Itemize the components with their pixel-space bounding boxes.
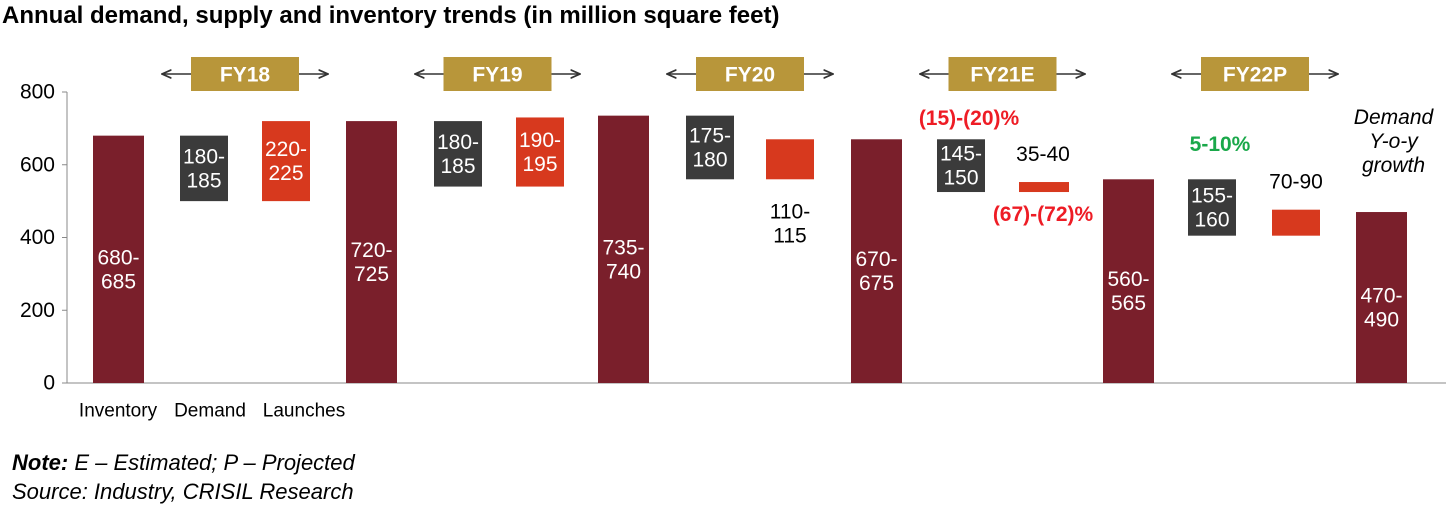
inventory-value-label: 680-685 <box>97 246 139 293</box>
period-header-box <box>948 57 1057 91</box>
inventory-value-label: 470-490 <box>1360 284 1402 331</box>
inventory-value-label: 735-740 <box>602 236 644 283</box>
period-headers: FY18 FY19 FY20 FY21E FY22P <box>162 57 1338 91</box>
demand-bar <box>434 121 482 187</box>
period-label: FY20 <box>725 64 775 87</box>
launches-value-label: 110-115 <box>770 200 810 247</box>
demand-growth-label: (15)-(20)% <box>919 107 1020 130</box>
y-axis: 0 200 400 600 800 <box>20 81 1446 395</box>
y-tick-label: 0 <box>43 372 55 395</box>
category-label: Demand <box>174 401 246 422</box>
demand-bar <box>937 139 985 193</box>
demand-bar <box>180 135 228 202</box>
y-tick-label: 800 <box>20 81 55 104</box>
demand-value-label: 155-160 <box>1191 184 1233 231</box>
inventory-bar <box>851 139 902 383</box>
demand-value-label: 180-185 <box>183 145 225 192</box>
inventory-bar <box>93 135 144 383</box>
demand-value-label: 175-180 <box>689 124 731 171</box>
launches-bar <box>1272 209 1320 236</box>
period-label: FY22P <box>1223 64 1287 87</box>
period-header-box <box>443 57 552 91</box>
demand-growth-label: 5-10% <box>1190 133 1251 156</box>
period-header-box <box>696 57 804 91</box>
chart-canvas: 0 200 400 600 800 FY18 FY19 FY20 FY21E FY22P 680… <box>20 57 1446 422</box>
demand-bar <box>686 115 734 180</box>
inventory-value-label: 720-725 <box>350 239 392 286</box>
category-labels: Inventory Demand Launches <box>79 401 345 422</box>
launches-bar <box>1019 182 1069 193</box>
launches-value-label: 190-195 <box>519 129 561 176</box>
category-label: Launches <box>263 401 345 422</box>
launches-growth-label: (67)-(72)% <box>993 203 1094 226</box>
inventory-value-label: 560-565 <box>1107 268 1149 315</box>
inventory-bar <box>1356 212 1407 383</box>
period-label: FY21E <box>970 64 1034 87</box>
bars <box>93 115 1407 384</box>
demand-value-label: 145-150 <box>940 142 982 189</box>
data-labels: 680-685 720-725 735-740 670-675 560-565 470-4… <box>97 106 1434 332</box>
period-label: FY19 <box>472 64 522 87</box>
inventory-value-label: 670-675 <box>855 248 897 295</box>
demand-value-label: 180-185 <box>437 130 479 177</box>
inventory-bar <box>598 115 649 384</box>
period-label: FY18 <box>220 64 271 87</box>
note-text: Note: E – Estimated; P – Projected <box>12 450 355 476</box>
launches-value-label: 35-40 <box>1016 143 1070 166</box>
period-header-box <box>1201 57 1309 91</box>
note-body: E – Estimated; P – Projected <box>68 450 355 475</box>
y-tick-label: 600 <box>20 153 55 176</box>
launches-value-label: 220-225 <box>265 138 307 185</box>
y-tick-label: 200 <box>20 299 55 322</box>
chart-title: Annual demand, supply and inventory tren… <box>2 2 780 29</box>
note-prefix: Note: <box>12 450 69 475</box>
launches-bar <box>766 139 814 180</box>
inventory-bar <box>346 121 397 383</box>
launches-bar <box>262 121 310 202</box>
demand-bar <box>1188 179 1236 236</box>
category-label: Inventory <box>79 401 158 422</box>
launches-bar <box>516 117 564 187</box>
demand-growth-annotation: Demand Y-o-y growth <box>1354 106 1435 177</box>
launches-value-label: 70-90 <box>1269 170 1323 193</box>
source-text: Source: Industry, CRISIL Research <box>12 479 354 504</box>
period-header-box <box>191 57 299 91</box>
y-tick-label: 400 <box>20 226 55 249</box>
inventory-bar <box>1103 179 1154 383</box>
